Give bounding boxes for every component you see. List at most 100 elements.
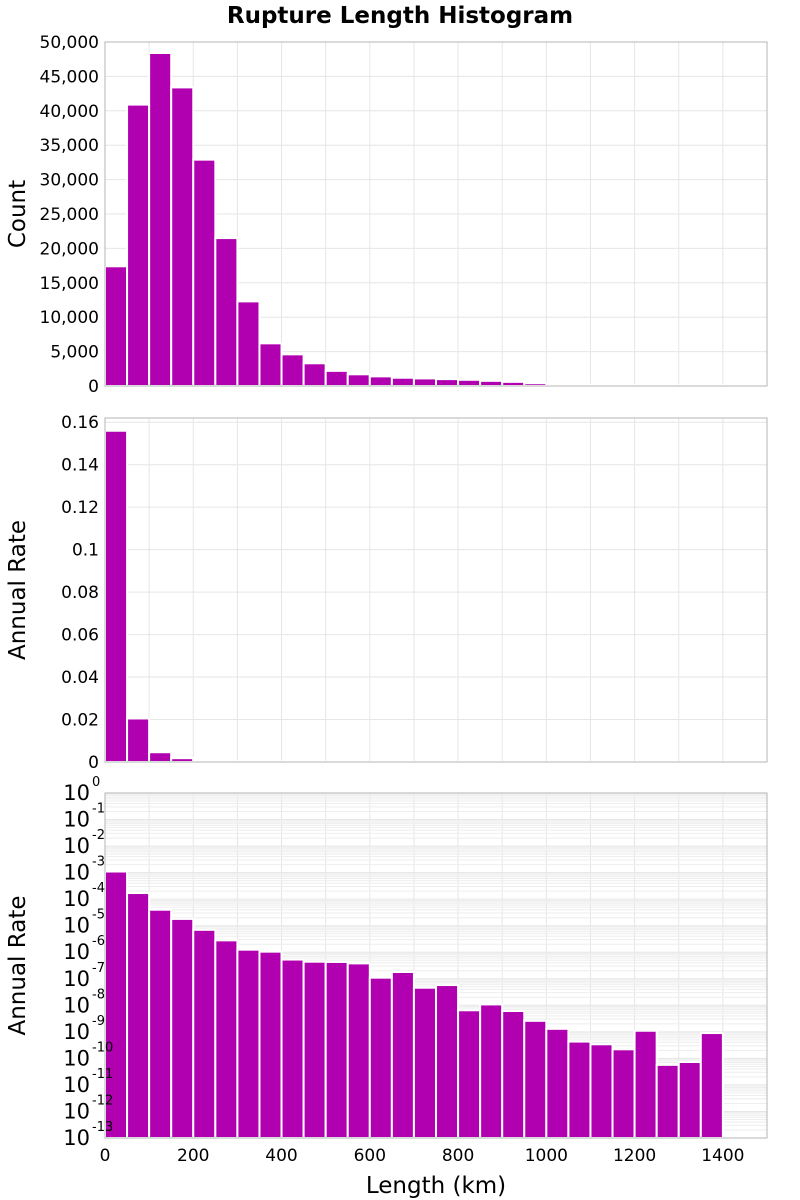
y-tick-label: 20,000 bbox=[40, 239, 99, 259]
histogram-bar bbox=[192, 928, 217, 1139]
y-axis-label: Annual Rate bbox=[5, 520, 31, 660]
histogram-bar bbox=[170, 86, 195, 388]
histogram-bar bbox=[346, 373, 371, 387]
histogram-bar bbox=[457, 1009, 482, 1140]
y-tick-label-base: 10 bbox=[63, 1020, 90, 1044]
y-tick-label-exponent: -7 bbox=[92, 961, 105, 976]
histogram-bar bbox=[302, 362, 327, 387]
histogram-bar bbox=[633, 1029, 658, 1140]
histogram-bar bbox=[104, 265, 129, 387]
histogram-bar bbox=[501, 1010, 526, 1139]
bars bbox=[104, 52, 769, 388]
y-tick-label-exponent: -2 bbox=[92, 828, 105, 843]
histogram-bar bbox=[126, 717, 151, 763]
histogram-bar bbox=[368, 375, 393, 388]
histogram-bar bbox=[412, 986, 437, 1139]
y-tick-label: 15,000 bbox=[40, 274, 99, 294]
y-tick-label: 45,000 bbox=[40, 67, 99, 87]
x-axis-label: Length (km) bbox=[366, 1173, 506, 1199]
y-tick-label-base: 10 bbox=[63, 1099, 90, 1123]
y-tick-label-exponent: -3 bbox=[92, 855, 105, 870]
x-tick-label: 600 bbox=[354, 1146, 386, 1166]
count-histogram-panel: 0 5,000 10,000 15,000 20,000 25,000 30,000 35,0… bbox=[5, 33, 769, 397]
y-tick-label-base: 10 bbox=[63, 914, 90, 938]
histogram-bar bbox=[479, 379, 504, 387]
y-tick-label: 5,000 bbox=[50, 343, 99, 363]
y-tick-label-base: 10 bbox=[63, 834, 90, 858]
y-tick-label-exponent: -5 bbox=[92, 908, 105, 923]
histogram-bar bbox=[302, 960, 327, 1139]
histogram-bar bbox=[523, 1019, 548, 1139]
y-tick-label-base: 10 bbox=[63, 1073, 90, 1097]
histogram-bar bbox=[655, 1063, 680, 1139]
y-tick-label: 0.12 bbox=[61, 498, 99, 518]
y-tick-label: 0 bbox=[88, 377, 99, 397]
y-tick-label-base: 10 bbox=[63, 1126, 90, 1150]
y-tick-label: 0.16 bbox=[61, 413, 99, 433]
y-tick-labels: 0 5,000 10,000 15,000 20,000 25,000 30,000 35,0… bbox=[40, 33, 99, 397]
histogram-bar bbox=[236, 300, 261, 388]
histogram-bar bbox=[567, 1040, 592, 1140]
plot-frame bbox=[104, 417, 768, 763]
histogram-bar bbox=[501, 380, 526, 388]
y-tick-label: 0.08 bbox=[61, 583, 99, 603]
histogram-bar bbox=[479, 1003, 504, 1139]
y-tick-label-exponent: -12 bbox=[92, 1093, 113, 1108]
y-tick-label: 0.02 bbox=[61, 711, 99, 731]
y-tick-labels: 0 0.02 0.04 0.06 0.08 0.1 0.12 0.14 0.16 bbox=[61, 413, 99, 773]
y-tick-label: 0.1 bbox=[72, 541, 99, 561]
y-tick-label-base: 10 bbox=[63, 781, 90, 805]
y-tick-label-exponent: -13 bbox=[92, 1120, 113, 1135]
y-tick-label-base: 10 bbox=[63, 861, 90, 885]
annual-rate-log-panel: 10 010 -110 -210 -310 -410 -510 -610 -710 -810 -91… bbox=[5, 775, 768, 1199]
grid-lines bbox=[105, 418, 767, 763]
histogram-bar bbox=[435, 378, 460, 387]
y-tick-label-exponent: 0 bbox=[92, 775, 100, 790]
y-tick-label: 25,000 bbox=[40, 205, 99, 225]
histogram-bar bbox=[368, 976, 393, 1139]
y-tick-label: 30,000 bbox=[40, 171, 99, 191]
x-tick-label: 1200 bbox=[613, 1146, 656, 1166]
y-tick-label: 10,000 bbox=[40, 308, 99, 328]
y-tick-label: 50,000 bbox=[40, 33, 99, 53]
x-tick-label: 200 bbox=[177, 1146, 209, 1166]
histogram-bar bbox=[170, 917, 195, 1140]
histogram-bar bbox=[104, 429, 129, 763]
y-tick-label: 0.04 bbox=[61, 668, 99, 688]
histogram-bar bbox=[545, 1027, 570, 1139]
x-tick-label: 1000 bbox=[525, 1146, 568, 1166]
y-tick-label-exponent: -6 bbox=[92, 934, 105, 949]
y-tick-label-exponent: -4 bbox=[92, 881, 105, 896]
y-tick-label-exponent: -8 bbox=[92, 987, 105, 1002]
histogram-bar bbox=[148, 908, 173, 1139]
y-tick-label-exponent: -9 bbox=[92, 1014, 105, 1029]
y-axis-label: Annual Rate bbox=[5, 896, 31, 1036]
histogram-bar bbox=[214, 237, 239, 387]
plot-frame bbox=[104, 41, 768, 387]
histogram-bar bbox=[258, 950, 283, 1140]
histogram-bar bbox=[214, 939, 239, 1140]
histogram-bar bbox=[677, 1061, 702, 1140]
histogram-bar bbox=[258, 342, 283, 387]
y-tick-labels: 10 010 -110 -210 -310 -410 -510 -610 -710 -810 -91… bbox=[63, 775, 113, 1150]
y-tick-label: 0 bbox=[88, 753, 99, 773]
x-tick-label: 400 bbox=[265, 1146, 297, 1166]
histogram-bar bbox=[589, 1043, 614, 1140]
y-tick-label-base: 10 bbox=[63, 808, 90, 832]
histogram-bar bbox=[280, 353, 305, 387]
histogram-bar bbox=[611, 1048, 636, 1139]
histogram-bar bbox=[126, 103, 151, 387]
histogram-bar bbox=[457, 378, 482, 388]
y-tick-label-base: 10 bbox=[63, 1046, 90, 1070]
histogram-bar bbox=[280, 958, 305, 1139]
y-tick-label-exponent: -10 bbox=[92, 1040, 113, 1055]
x-tick-label: 0 bbox=[100, 1146, 111, 1166]
histogram-bar bbox=[148, 751, 173, 764]
histogram-bar bbox=[192, 158, 217, 387]
x-tick-label: 800 bbox=[442, 1146, 474, 1166]
histogram-bar bbox=[390, 970, 415, 1139]
chart-title: Rupture Length Histogram bbox=[227, 3, 573, 29]
y-tick-label-exponent: -1 bbox=[92, 802, 105, 817]
plot-frame bbox=[104, 792, 768, 1139]
